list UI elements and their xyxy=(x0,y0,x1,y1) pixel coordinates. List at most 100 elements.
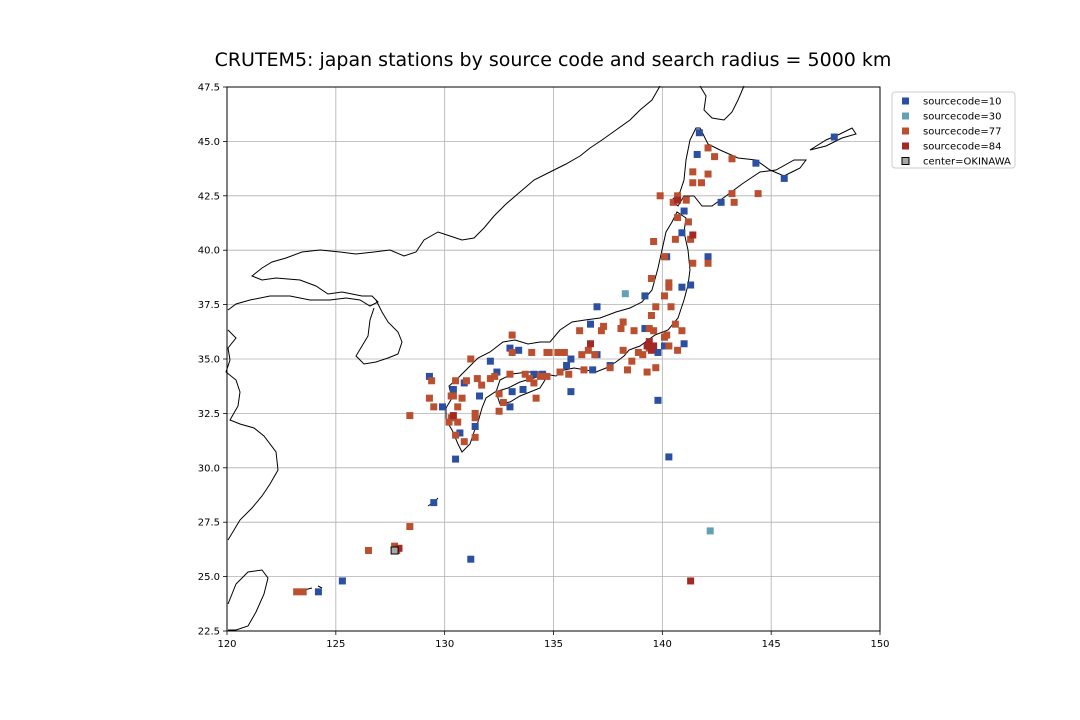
legend-marker xyxy=(902,128,909,135)
y-tick-label: 25.0 xyxy=(198,572,220,583)
station-marker xyxy=(463,377,470,384)
station-marker xyxy=(681,208,688,215)
station-marker xyxy=(578,351,585,358)
station-marker xyxy=(467,356,474,363)
station-marker xyxy=(522,371,529,378)
station-marker xyxy=(681,340,688,347)
station-marker xyxy=(650,327,657,334)
station-marker xyxy=(683,197,690,204)
station-marker xyxy=(654,349,661,356)
axis-ticks: 120 125 130 135 140 145 15022.525.027.530.032.… xyxy=(198,83,890,651)
station-marker xyxy=(515,347,522,354)
station-marker xyxy=(644,369,651,376)
station-marker xyxy=(620,319,627,326)
station-marker xyxy=(472,434,479,441)
station-marker xyxy=(648,347,655,354)
station-marker xyxy=(689,179,696,186)
station-marker xyxy=(711,153,718,160)
station-marker xyxy=(533,395,540,402)
coastline-sakhalin xyxy=(700,86,744,120)
station-marker xyxy=(639,351,646,358)
station-marker xyxy=(406,412,413,419)
station-marker xyxy=(430,499,437,506)
station-marker xyxy=(624,366,631,373)
station-marker xyxy=(452,456,459,463)
y-tick-label: 37.5 xyxy=(198,300,220,311)
station-marker xyxy=(678,284,685,291)
coastline-asia-mainland xyxy=(228,86,660,310)
station-marker xyxy=(648,275,655,282)
station-marker xyxy=(428,377,435,384)
station-marker xyxy=(454,419,461,426)
station-marker xyxy=(657,192,664,199)
station-marker xyxy=(587,340,594,347)
station-marker xyxy=(300,588,307,595)
station-marker xyxy=(652,364,659,371)
station-marker xyxy=(650,238,657,245)
station-marker xyxy=(509,332,516,339)
station-marker xyxy=(665,279,672,286)
station-marker xyxy=(474,375,481,382)
station-marker xyxy=(561,349,568,356)
legend-marker xyxy=(902,113,909,120)
station-marker xyxy=(446,419,453,426)
y-tick-label: 42.5 xyxy=(198,191,220,202)
y-tick-label: 40.0 xyxy=(198,246,220,257)
station-marker xyxy=(454,403,461,410)
station-marker xyxy=(705,144,712,151)
station-marker xyxy=(598,327,605,334)
y-tick-label: 35.0 xyxy=(198,355,220,366)
y-tick-label: 32.5 xyxy=(198,409,220,420)
station-marker xyxy=(567,388,574,395)
station-marker xyxy=(661,253,668,260)
legend-marker xyxy=(902,158,909,165)
station-marker xyxy=(563,362,570,369)
station-marker xyxy=(668,303,675,310)
station-marker xyxy=(622,290,629,297)
station-marker xyxy=(674,197,681,204)
station-marker xyxy=(543,373,550,380)
station-marker xyxy=(587,321,594,328)
station-marker xyxy=(476,392,483,399)
station-marker xyxy=(617,325,624,332)
station-marker xyxy=(430,403,437,410)
legend-label: center=OKINAWA xyxy=(923,157,1011,168)
station-marker xyxy=(452,377,459,384)
station-marker xyxy=(594,303,601,310)
station-marker xyxy=(665,342,672,349)
station-marker xyxy=(678,229,685,236)
station-marker xyxy=(506,371,513,378)
station-marker xyxy=(705,260,712,267)
x-tick-label: 130 xyxy=(435,639,454,650)
station-marker xyxy=(689,231,696,238)
station-marker xyxy=(585,347,592,354)
station-marker xyxy=(728,155,735,162)
station-marker xyxy=(530,379,537,386)
grid-lines xyxy=(227,87,880,631)
station-marker xyxy=(661,292,668,299)
legend-label: sourcecode=77 xyxy=(923,127,1001,138)
coastlines xyxy=(226,86,856,630)
legend-label: sourcecode=84 xyxy=(923,142,1001,153)
station-marker xyxy=(315,588,322,595)
station-marker xyxy=(648,312,655,319)
station-marker xyxy=(685,218,692,225)
station-marker xyxy=(678,327,685,334)
station-marker xyxy=(831,134,838,141)
y-tick-label: 45.0 xyxy=(198,137,220,148)
station-marker xyxy=(467,556,474,563)
station-marker xyxy=(365,547,372,554)
station-marker xyxy=(450,392,457,399)
coastline-hokkaido xyxy=(672,128,806,206)
station-marker xyxy=(620,347,627,354)
station-marker xyxy=(705,253,712,260)
station-marker xyxy=(689,168,696,175)
x-tick-label: 120 xyxy=(217,639,236,650)
station-marker xyxy=(406,523,413,530)
station-marker xyxy=(546,349,553,356)
station-marker xyxy=(698,179,705,186)
station-marker xyxy=(509,388,516,395)
station-marker xyxy=(661,334,668,341)
station-marker xyxy=(576,327,583,334)
